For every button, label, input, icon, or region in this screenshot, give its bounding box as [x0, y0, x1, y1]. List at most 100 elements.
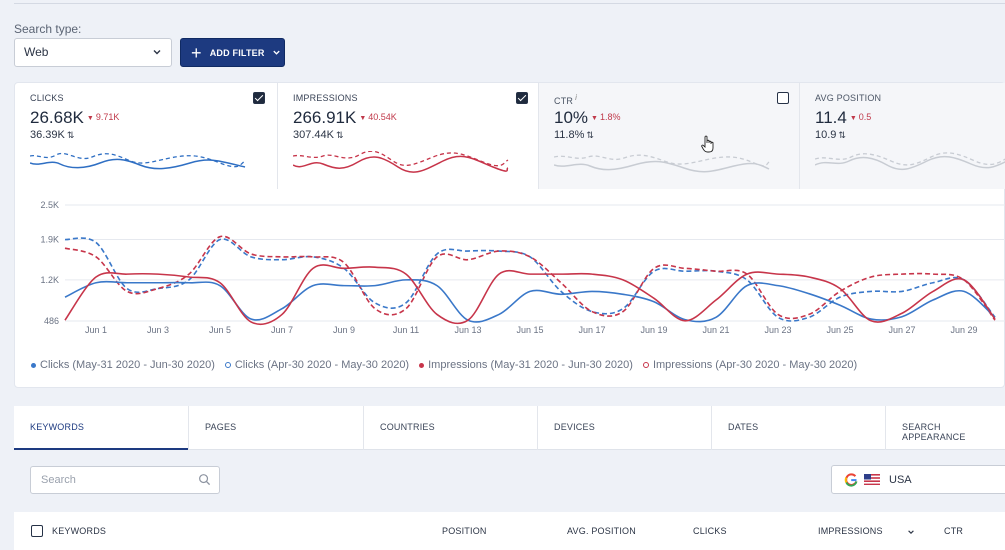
- y-tick-label: 486: [44, 316, 59, 326]
- tab-search-appearance[interactable]: SEARCH APPEARANCE: [885, 406, 1005, 450]
- country-value: USA: [889, 473, 912, 486]
- tab-keywords[interactable]: KEYWORDS: [14, 406, 188, 450]
- plus-icon: +: [191, 42, 202, 63]
- y-tick-label: 1.2K: [40, 275, 59, 285]
- tab-pages[interactable]: PAGES: [188, 406, 363, 450]
- down-triangle-icon: ▼: [591, 115, 598, 122]
- metric-label: AVG POSITION: [815, 93, 882, 103]
- select-all-checkbox[interactable]: [31, 525, 43, 537]
- add-filter-button[interactable]: + ADD FILTER: [180, 38, 285, 67]
- country-select[interactable]: USA: [831, 465, 1005, 494]
- x-tick-label: Jun 23: [764, 325, 791, 335]
- column-avg-position[interactable]: AVG. POSITION: [567, 526, 636, 536]
- search-icon: [199, 474, 211, 486]
- table-header: KEYWORDS POSITION AVG. POSITION CLICKS I…: [14, 512, 1005, 550]
- dimension-tabs: KEYWORDS PAGES COUNTRIES DEVICES DATES S…: [14, 406, 1005, 450]
- metric-card-avg-position[interactable]: AVG POSITION 11.4 ▼ 0.5 10.9 ⇅: [799, 83, 1005, 189]
- hand-cursor-icon: [701, 135, 714, 153]
- legend-item[interactable]: Impressions (Apr-30 2020 - May-30 2020): [642, 359, 857, 371]
- chevron-down-icon: [272, 50, 280, 55]
- metric-previous: 10.9 ⇅: [815, 129, 846, 141]
- metric-delta: ▼ 40.54K: [359, 112, 397, 122]
- metric-delta: ▼ 9.71K: [86, 112, 120, 122]
- legend-dot-icon: [224, 362, 231, 368]
- info-icon: i: [575, 93, 578, 102]
- column-clicks[interactable]: CLICKS: [693, 526, 727, 536]
- legend-item[interactable]: Clicks (May-31 2020 - Jun-30 2020): [31, 359, 215, 371]
- sort-chevron-icon[interactable]: [907, 528, 915, 536]
- impressions-checkbox[interactable]: [516, 92, 528, 104]
- down-triangle-icon: ▼: [86, 115, 94, 122]
- tab-countries[interactable]: COUNTRIES: [363, 406, 537, 450]
- y-tick-label: 1.9K: [40, 235, 59, 245]
- metric-value: 26.68K ▼ 9.71K: [30, 108, 120, 127]
- metric-card-clicks[interactable]: CLICKS 26.68K ▼ 9.71K 36.39K ⇅: [15, 83, 277, 189]
- x-tick-label: Jun 7: [271, 325, 293, 335]
- keyword-search-input[interactable]: Search: [30, 466, 220, 494]
- legend-item[interactable]: Clicks (Apr-30 2020 - May-30 2020): [224, 359, 409, 371]
- clicks-sparkline: [30, 152, 246, 170]
- x-tick-label: Jun 29: [950, 325, 977, 335]
- column-keywords[interactable]: KEYWORDS: [52, 526, 107, 536]
- x-tick-label: Jun 25: [826, 325, 853, 335]
- metric-card-ctr[interactable]: CTR i 10% ▼ 1.8% 11.8% ⇅: [538, 83, 799, 189]
- chart-legend: Clicks (May-31 2020 - Jun-30 2020) Click…: [31, 359, 857, 371]
- x-tick-label: Jun 19: [640, 325, 667, 335]
- clicks-checkbox[interactable]: [253, 92, 265, 104]
- metric-value: 11.4 ▼ 0.5: [815, 108, 872, 127]
- compare-arrows-icon: ⇅: [586, 130, 594, 140]
- column-impressions[interactable]: IMPRESSIONS: [818, 526, 883, 536]
- us-flag-icon: [864, 474, 880, 485]
- down-triangle-icon: ▼: [849, 115, 857, 122]
- metric-previous: 11.8% ⇅: [554, 129, 594, 141]
- metric-card-impressions[interactable]: IMPRESSIONS 266.91K ▼ 40.54K 307.44K ⇅: [277, 83, 538, 189]
- x-tick-label: Jun 21: [702, 325, 729, 335]
- search-type-select[interactable]: Web: [14, 38, 172, 67]
- compare-arrows-icon: ⇅: [335, 130, 344, 140]
- metric-delta: ▼ 1.8%: [591, 112, 621, 122]
- metric-value: 266.91K ▼ 40.54K: [293, 108, 397, 127]
- x-tick-label: Jun 9: [333, 325, 355, 335]
- x-tick-label: Jun 5: [209, 325, 231, 335]
- series-line-3: [64, 235, 996, 321]
- performance-panel: CLICKS 26.68K ▼ 9.71K 36.39K ⇅ IMPRESSIONS …: [14, 82, 1005, 388]
- search-type-label: Search type:: [14, 22, 82, 36]
- impressions-sparkline: [293, 151, 509, 173]
- metric-delta: ▼ 0.5: [849, 112, 872, 122]
- legend-dot-icon: [31, 362, 36, 368]
- x-tick-label: Jun 3: [147, 325, 169, 335]
- x-tick-label: Jun 15: [516, 325, 543, 335]
- metric-label: IMPRESSIONS: [293, 93, 358, 103]
- column-position[interactable]: POSITION: [442, 526, 487, 536]
- legend-dot-icon: [642, 362, 649, 368]
- google-icon: [844, 472, 858, 487]
- legend-item[interactable]: Impressions (May-31 2020 - Jun-30 2020): [419, 359, 633, 371]
- x-tick-label: Jun 1: [85, 325, 107, 335]
- top-divider: [14, 0, 1005, 4]
- y-tick-label: 2.5K: [40, 200, 59, 210]
- tab-dates[interactable]: DATES: [711, 406, 885, 450]
- chevron-down-icon: [153, 50, 161, 55]
- performance-line-chart: 2.5K 1.9K 1.2K 486 Jun 1 Jun 3 Jun 5 Jun 7 Jun 9…: [40, 200, 1005, 335]
- x-tick-label: Jun 17: [578, 325, 605, 335]
- metric-previous: 307.44K ⇅: [293, 129, 344, 141]
- search-type-value: Web: [24, 45, 49, 59]
- down-triangle-icon: ▼: [359, 115, 367, 122]
- avg-position-sparkline: [815, 152, 1005, 171]
- x-tick-label: Jun 11: [393, 325, 419, 335]
- metric-value: 10% ▼ 1.8%: [554, 108, 621, 127]
- series-line-2: [64, 264, 996, 326]
- metric-previous: 36.39K ⇅: [30, 129, 75, 141]
- legend-dot-icon: [419, 362, 425, 368]
- search-placeholder: Search: [41, 474, 76, 486]
- x-tick-label: Jun 27: [888, 325, 915, 335]
- metric-label: CLICKS: [30, 93, 64, 103]
- ctr-checkbox[interactable]: [777, 92, 789, 104]
- add-filter-label: ADD FILTER: [209, 47, 265, 58]
- column-ctr[interactable]: CTR: [944, 526, 964, 536]
- series-line-0: [64, 279, 996, 323]
- metric-label: CTR i: [554, 93, 578, 106]
- compare-arrows-icon: ⇅: [838, 130, 846, 140]
- compare-arrows-icon: ⇅: [66, 130, 75, 140]
- tab-devices[interactable]: DEVICES: [537, 406, 711, 450]
